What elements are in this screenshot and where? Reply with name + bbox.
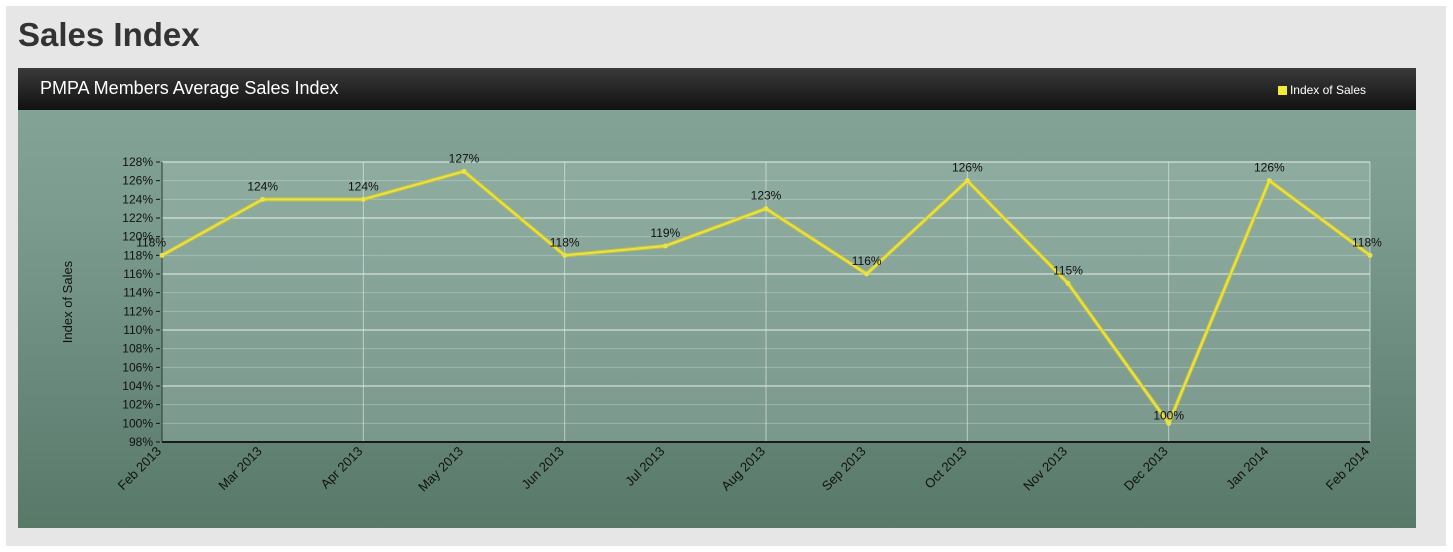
- y-tick-label: 128%: [122, 155, 153, 169]
- y-tick-label: 100%: [122, 416, 153, 430]
- y-tick-label: 114%: [123, 286, 153, 300]
- data-label: 124%: [348, 179, 379, 193]
- data-label: 123%: [751, 189, 782, 203]
- data-label: 115%: [1053, 263, 1083, 277]
- data-point: [562, 252, 568, 258]
- legend-label: Index of Sales: [1289, 83, 1366, 97]
- y-tick-label: 110%: [123, 323, 153, 337]
- page-background: Sales Index PMPA Members Average Sales I…: [6, 6, 1446, 546]
- chart-title: PMPA Members Average Sales Index: [40, 78, 339, 98]
- data-label: 116%: [852, 254, 882, 268]
- x-tick-label: Dec 2013: [1121, 444, 1171, 494]
- x-tick-label: Feb 2014: [1323, 444, 1372, 493]
- legend-swatch: [1277, 85, 1287, 95]
- x-tick-label: Apr 2013: [318, 444, 366, 492]
- data-point: [1367, 252, 1373, 258]
- x-tick-label: Sep 2013: [819, 444, 869, 494]
- data-point: [662, 243, 668, 249]
- y-tick-label: 112%: [123, 304, 153, 318]
- y-tick-label: 108%: [122, 342, 153, 356]
- y-tick-label: 124%: [122, 192, 153, 206]
- x-tick-label: May 2013: [415, 444, 466, 495]
- data-label: 119%: [650, 226, 680, 240]
- data-point: [1065, 280, 1071, 286]
- y-tick-label: 118%: [123, 248, 153, 262]
- x-tick-label: Mar 2013: [215, 444, 264, 493]
- x-tick-label: Feb 2013: [115, 444, 164, 493]
- data-label: 100%: [1153, 408, 1184, 422]
- data-label: 118%: [136, 235, 166, 249]
- data-label: 126%: [1254, 161, 1285, 175]
- y-tick-label: 116%: [123, 267, 153, 281]
- y-axis-title: Index of Sales: [60, 260, 75, 343]
- chart-panel: PMPA Members Average Sales Index Index o…: [18, 68, 1416, 528]
- x-tick-label: Jul 2013: [622, 444, 667, 489]
- data-point: [1166, 420, 1172, 426]
- x-tick-label: Oct 2013: [922, 444, 970, 492]
- y-tick-label: 106%: [122, 360, 153, 374]
- data-point: [964, 178, 970, 184]
- data-point: [1266, 178, 1272, 184]
- data-point: [461, 168, 467, 174]
- y-tick-label: 120%: [122, 230, 153, 244]
- y-tick-label: 98%: [129, 435, 153, 449]
- y-tick-label: 104%: [122, 379, 153, 393]
- x-tick-label: Aug 2013: [718, 444, 768, 494]
- data-point: [260, 196, 266, 202]
- chart-legend[interactable]: Index of Sales: [1277, 83, 1366, 97]
- x-tick-label: Jan 2014: [1223, 444, 1271, 492]
- data-label: 118%: [550, 235, 580, 249]
- line-chart: 98% 100% 102% 104% 106% 108% 110% 112% 114% 116% 1…: [60, 151, 1382, 495]
- y-tick-label: 102%: [122, 398, 153, 412]
- data-point: [763, 206, 769, 212]
- x-tick-label: Nov 2013: [1020, 444, 1070, 494]
- data-label: 126%: [952, 161, 983, 175]
- data-label: 124%: [247, 179, 278, 193]
- x-tick-label: Jun 2013: [518, 444, 566, 492]
- data-point: [864, 271, 870, 277]
- data-label: 127%: [449, 151, 480, 165]
- y-tick-label: 122%: [122, 211, 153, 225]
- data-point: [159, 252, 165, 258]
- data-label: 118%: [1352, 235, 1382, 249]
- page-title: Sales Index: [18, 16, 200, 53]
- chart-header: PMPA Members Average Sales Index Index o…: [18, 68, 1416, 110]
- data-point: [360, 196, 366, 202]
- y-tick-label: 126%: [122, 174, 153, 188]
